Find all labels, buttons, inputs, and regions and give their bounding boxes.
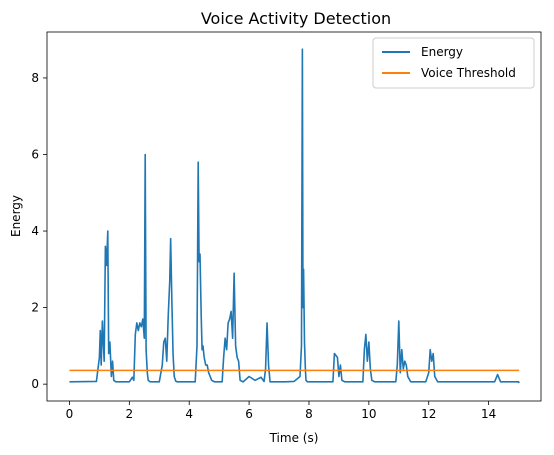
x-tick-label: 2 xyxy=(126,407,134,421)
y-axis-ticks: 0 2 4 6 8 xyxy=(31,71,47,391)
legend-label-threshold: Voice Threshold xyxy=(421,66,516,80)
x-tick-label: 4 xyxy=(185,407,193,421)
x-axis-label: Time (s) xyxy=(269,431,319,445)
y-tick-label: 0 xyxy=(31,377,39,391)
plot-frame xyxy=(46,31,542,402)
plot-area xyxy=(46,31,542,402)
chart-title: Voice Activity Detection xyxy=(201,9,391,28)
y-axis-label: Energy xyxy=(9,195,23,237)
series-layer xyxy=(69,48,520,384)
legend: Energy Voice Threshold xyxy=(372,37,535,89)
y-tick-label: 6 xyxy=(31,147,39,161)
legend-box xyxy=(372,37,535,89)
x-tick-label: 6 xyxy=(245,407,253,421)
y-tick-label: 4 xyxy=(31,224,39,238)
series-line-energy xyxy=(69,48,520,384)
x-tick-label: 12 xyxy=(421,407,436,421)
x-tick-label: 0 xyxy=(66,407,74,421)
x-tick-label: 8 xyxy=(305,407,313,421)
legend-label-energy: Energy xyxy=(421,45,463,59)
x-tick-label: 10 xyxy=(361,407,376,421)
y-tick-label: 8 xyxy=(31,71,39,85)
x-axis-ticks: 0 2 4 6 8 10 12 14 xyxy=(66,401,496,421)
x-tick-label: 14 xyxy=(481,407,496,421)
y-tick-label: 2 xyxy=(31,301,39,315)
